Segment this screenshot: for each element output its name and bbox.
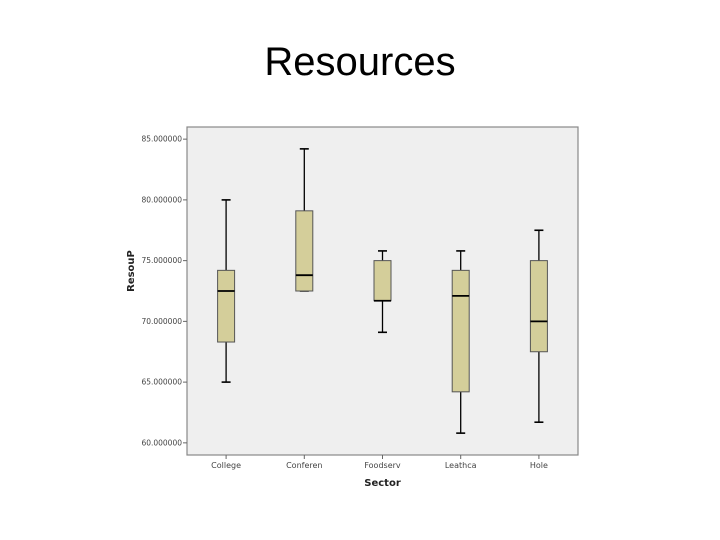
x-tick-label: Hole <box>530 461 548 470</box>
x-tick-label: Leathca <box>445 461 477 470</box>
box-3 <box>451 250 470 434</box>
box-iqr <box>451 269 470 393</box>
box-iqr <box>295 210 314 292</box>
x-axis-title: Sector <box>364 478 401 489</box>
x-tick-label: Foodserv <box>364 461 401 470</box>
x-tick-label: Conferen <box>286 461 322 470</box>
y-tick-label: 70.000000 <box>141 317 182 326</box>
y-axis-title: ResouP <box>126 250 137 292</box>
x-axis: College Conferen Foodserv Leathca Hole <box>211 455 548 470</box>
slide-title: Resources <box>264 40 456 84</box>
box-2 <box>373 250 392 334</box>
y-axis: 60.000000 65.000000 70.000000 75.000000 80.0… <box>141 135 187 447</box>
box-iqr <box>529 260 548 353</box>
x-tick-label: College <box>211 461 241 470</box>
box-4 <box>529 229 548 424</box>
y-tick-label: 65.000000 <box>141 378 182 387</box>
box-series <box>217 148 548 434</box>
box-0 <box>217 199 236 383</box>
box-iqr <box>217 269 236 343</box>
y-tick-label: 60.000000 <box>141 438 182 447</box>
y-tick-label: 85.000000 <box>141 135 182 144</box>
y-tick-label: 80.000000 <box>141 195 182 204</box>
box-iqr <box>373 260 392 302</box>
y-tick-label: 75.000000 <box>141 256 182 265</box>
box-1 <box>295 148 314 292</box>
